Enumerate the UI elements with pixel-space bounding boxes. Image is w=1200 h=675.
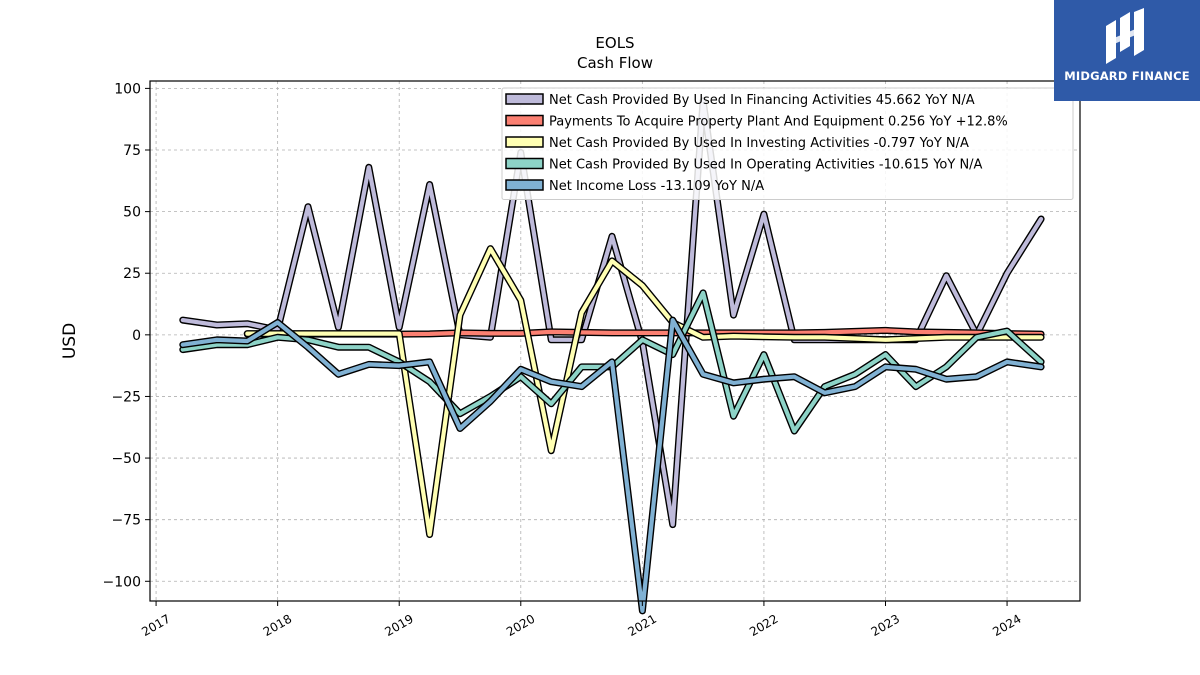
y-axis: 100 75 50 25 0 −25 −50 −75 −100 — [103, 81, 150, 590]
legend-label: Net Cash Provided By Used In Financing A… — [549, 93, 975, 108]
y-tick-label: 0 — [132, 328, 141, 344]
chart-series-group — [179, 97, 1045, 615]
legend-swatch — [505, 179, 544, 191]
series-line-outline — [243, 245, 1045, 538]
y-tick-label: 75 — [123, 143, 141, 159]
legend-swatch — [505, 93, 544, 105]
x-tick-label: 2022 — [747, 612, 780, 639]
y-tick-label: 100 — [114, 81, 141, 97]
y-tick-label: −75 — [111, 513, 141, 529]
x-tick-label: 2021 — [626, 612, 659, 639]
y-tick-label: −50 — [111, 451, 141, 467]
legend-label: Net Income Loss -13.109 YoY N/A — [549, 179, 764, 194]
y-tick-label: −25 — [111, 389, 141, 405]
legend-swatch — [505, 136, 544, 148]
x-tick-label: 2023 — [869, 612, 902, 639]
y-tick-label: −100 — [103, 574, 141, 590]
x-tick-label: 2018 — [261, 612, 294, 639]
brand-name: MIDGARD FINANCE — [1064, 69, 1190, 83]
plot-frame — [149, 80, 1081, 602]
chart-legend: Net Cash Provided By Used In Financing A… — [501, 87, 1074, 200]
legend-label: Net Cash Provided By Used In Investing A… — [549, 136, 969, 151]
x-tick-label: 2024 — [990, 612, 1023, 639]
legend-label: Payments To Acquire Property Plant And E… — [549, 115, 1008, 130]
chart-subtitle: Cash Flow — [577, 54, 653, 72]
y-tick-label: 25 — [123, 266, 141, 282]
legend-swatch — [505, 157, 544, 170]
x-tick-label: 2017 — [139, 612, 172, 639]
series-line — [180, 318, 1044, 614]
legend-box — [501, 87, 1074, 200]
x-tick-label: 2019 — [382, 612, 415, 639]
y-tick-label: 50 — [123, 205, 141, 221]
x-axis: 2017 2018 2019 2020 2021 2022 2023 2024 — [139, 601, 1024, 639]
series-line — [245, 246, 1044, 537]
legend-swatch — [505, 114, 544, 127]
x-tick-label: 2020 — [504, 612, 537, 639]
brand-logo: MIDGARD FINANCE — [1054, 0, 1200, 101]
y-axis-label: USD — [60, 323, 80, 359]
legend-label: Net Cash Provided By Used In Operating A… — [549, 158, 983, 173]
midgard-logo-icon — [1106, 8, 1144, 64]
chart-title: EOLS — [595, 34, 634, 52]
